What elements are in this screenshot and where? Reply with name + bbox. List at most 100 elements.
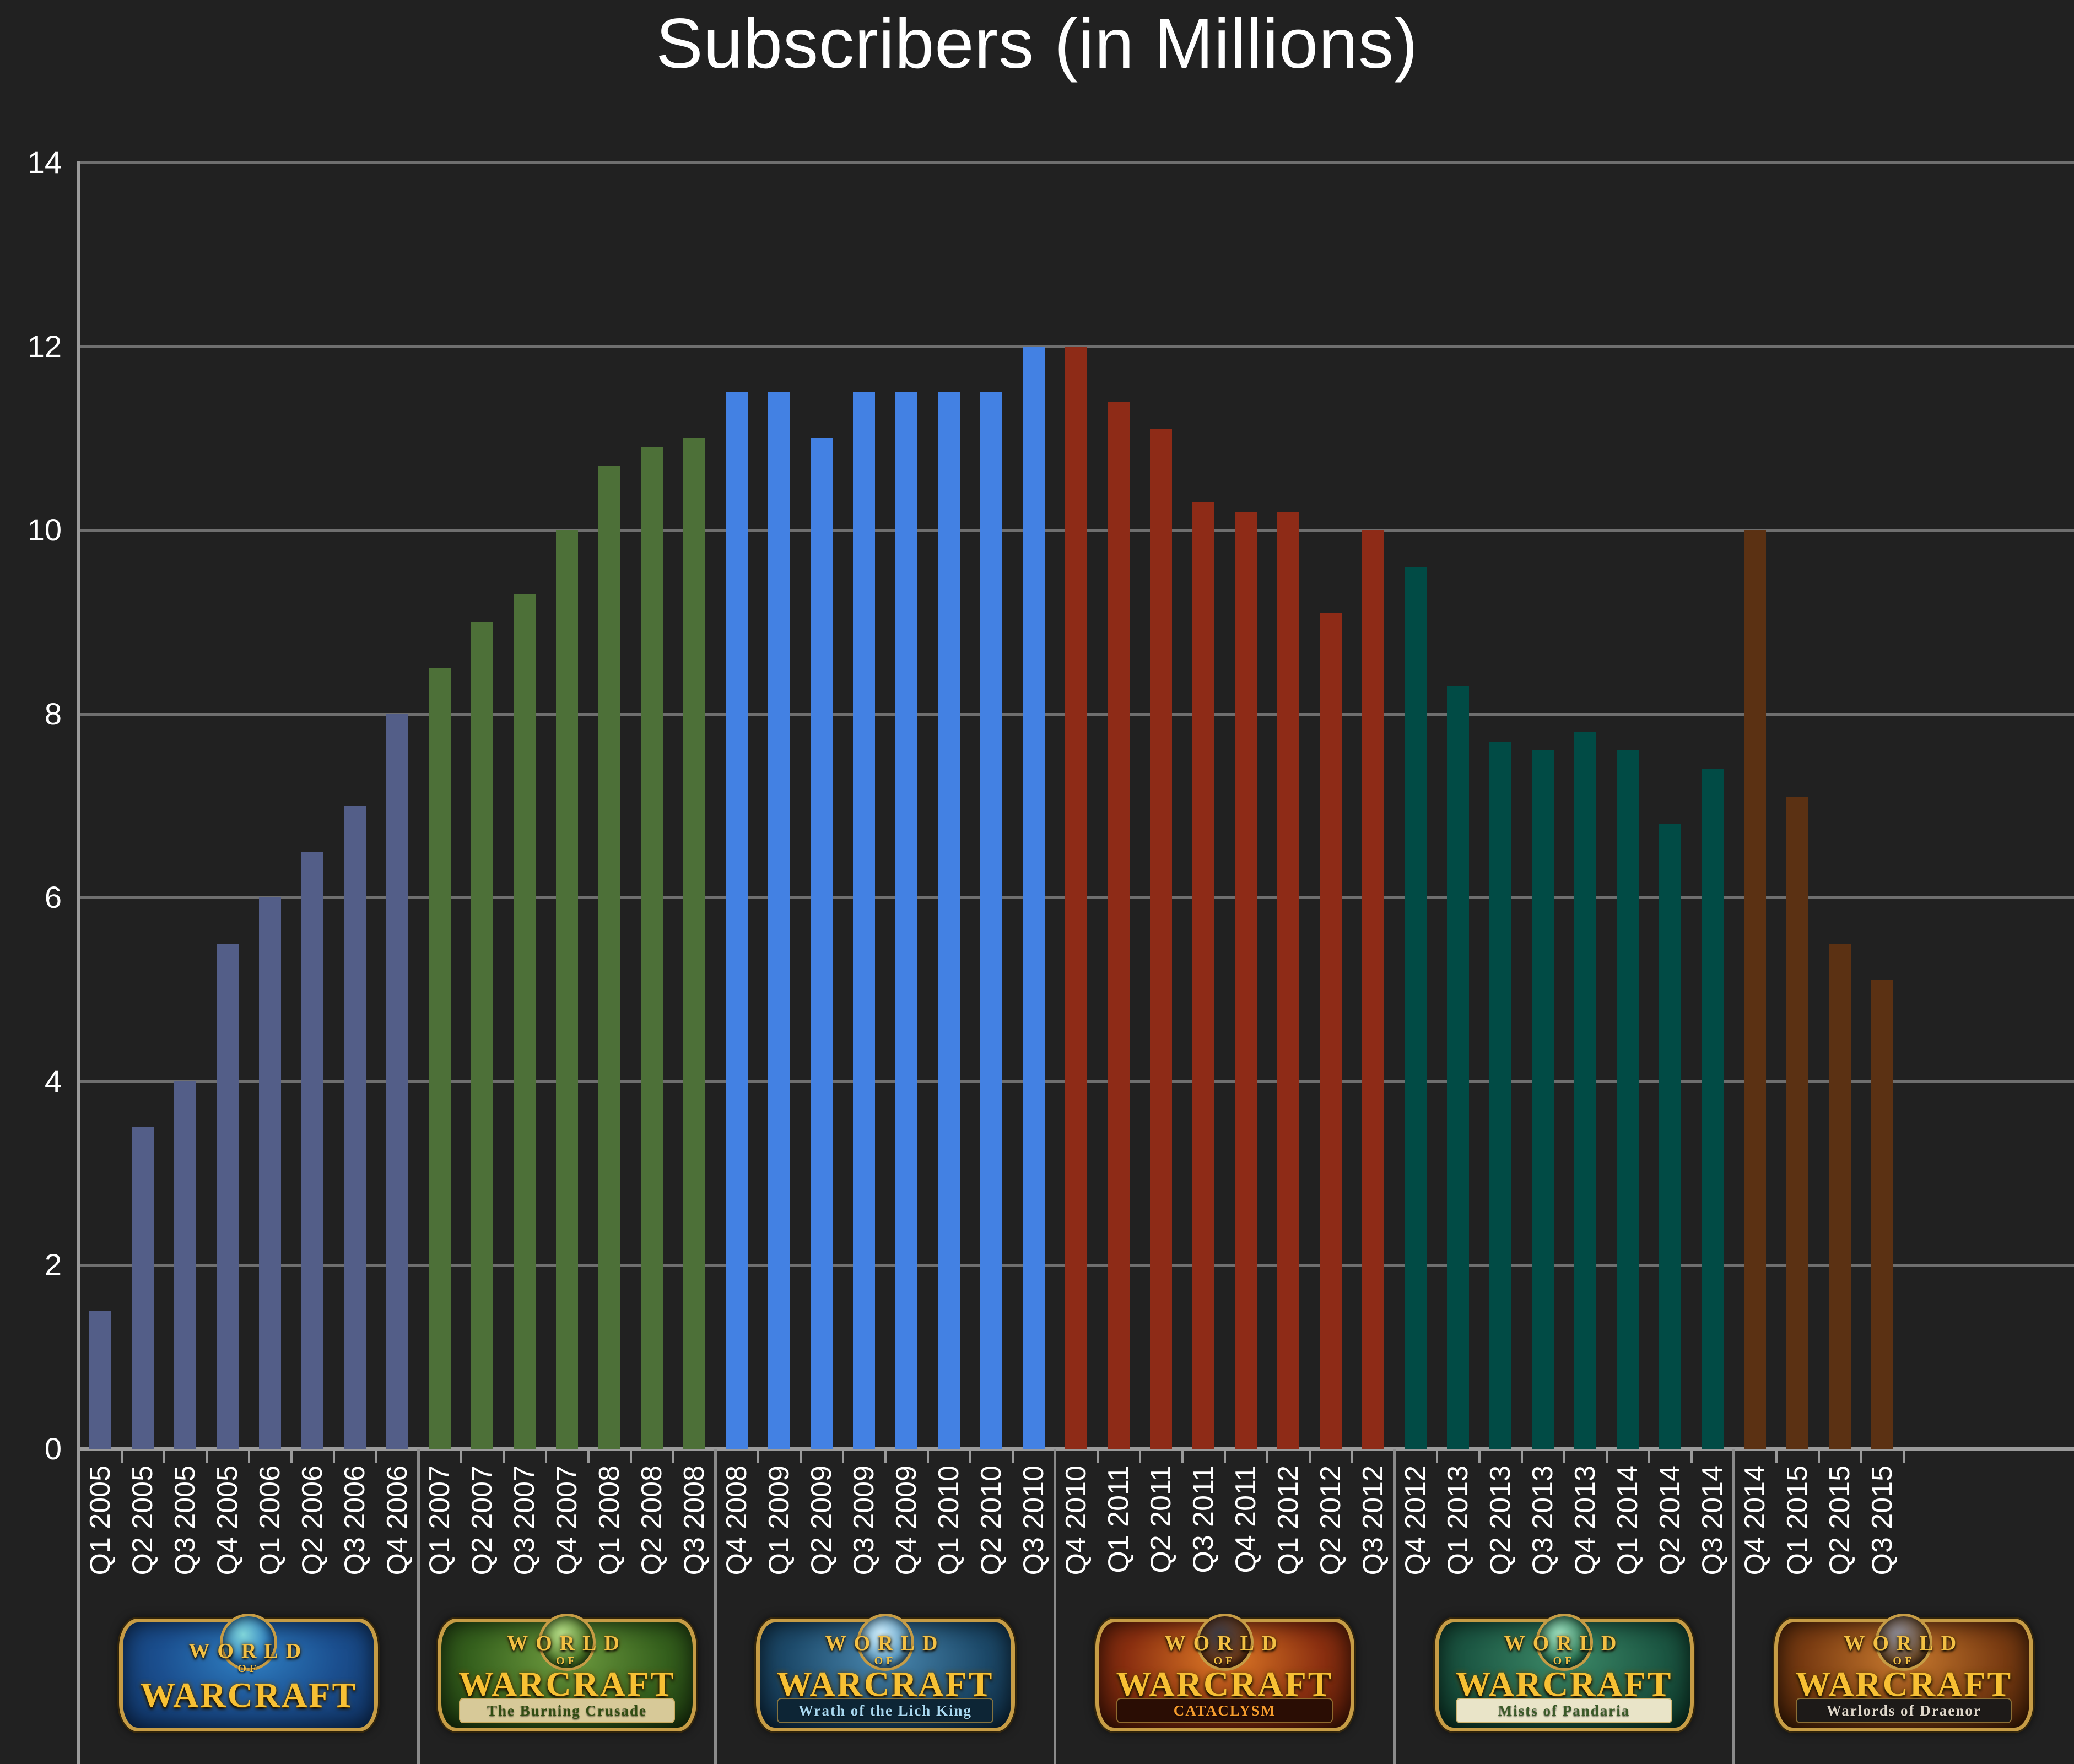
era-divider-5 [1732, 1449, 1735, 1764]
x-axis-label-Q1-2014: Q1 2014 [1612, 1465, 1644, 1576]
x-axis-label-Q2-2008: Q2 2008 [636, 1465, 668, 1576]
bar-Q1-2009 [768, 392, 790, 1449]
logo-of-text: OF [1893, 1655, 1915, 1667]
bar-Q3-2015 [1871, 980, 1893, 1449]
y-axis-label-10: 10 [27, 512, 62, 548]
y-axis-label-0: 0 [44, 1431, 62, 1466]
bar-Q2-2007 [471, 621, 493, 1449]
x-axis-label-Q2-2015: Q2 2015 [1824, 1465, 1856, 1576]
logo-warcraft-text: WARCRAFT [140, 1675, 358, 1714]
x-axis-tick [969, 1451, 971, 1463]
x-axis-label-Q2-2010: Q2 2010 [975, 1465, 1007, 1576]
logo-warcraft-text: WARCRAFT [458, 1664, 676, 1703]
x-axis-tick [1011, 1451, 1014, 1463]
bar-Q3-2010 [1023, 346, 1045, 1449]
x-axis-label-Q1-2007: Q1 2007 [424, 1465, 456, 1576]
x-axis-label-Q4-2011: Q4 2011 [1230, 1465, 1262, 1573]
x-axis-label-Q3-2013: Q3 2013 [1527, 1465, 1559, 1576]
x-axis-tick [1520, 1451, 1523, 1463]
x-axis-tick [1605, 1451, 1608, 1463]
bar-Q2-2005 [132, 1127, 154, 1449]
x-axis-tick [375, 1451, 377, 1463]
bar-Q4-2006 [386, 713, 408, 1449]
logo-world-text: WORLD [825, 1632, 946, 1655]
bar-Q1-2014 [1617, 750, 1639, 1449]
x-axis-tick [587, 1451, 590, 1463]
bar-Q1-2006 [259, 897, 281, 1449]
x-axis-label-Q3-2007: Q3 2007 [509, 1465, 541, 1576]
x-axis-tick [1138, 1451, 1141, 1463]
x-axis-label-Q2-2013: Q2 2013 [1484, 1465, 1516, 1576]
x-axis-line [77, 1447, 2074, 1451]
x-axis-label-Q1-2006: Q1 2006 [254, 1465, 286, 1576]
bar-Q4-2007 [556, 530, 578, 1449]
logo-of-text: OF [556, 1655, 578, 1667]
era-divider-2 [714, 1449, 717, 1764]
x-axis-tick [1817, 1451, 1820, 1463]
x-axis-tick [1266, 1451, 1268, 1463]
y-axis-label-8: 8 [44, 696, 62, 731]
logo-of-text: OF [237, 1663, 260, 1675]
bar-Q2-2010 [980, 392, 1002, 1449]
y-axis-label-12: 12 [27, 328, 62, 364]
logo-world-text: WORLD [188, 1639, 309, 1663]
logo-warcraft-text: WARCRAFT [776, 1664, 994, 1703]
x-axis-label-Q3-2009: Q3 2009 [848, 1465, 880, 1576]
x-axis-label-Q2-2005: Q2 2005 [127, 1465, 159, 1576]
bar-Q1-2013 [1447, 686, 1469, 1449]
logo-orb-burning-crusade [538, 1614, 596, 1671]
x-axis-label-Q1-2008: Q1 2008 [593, 1465, 625, 1576]
x-axis-tick [926, 1451, 929, 1463]
bar-Q1-2005 [89, 1311, 111, 1449]
x-axis-tick [884, 1451, 887, 1463]
logo-subtitle-warlords-of-draenor: Warlords of Draenor [1796, 1698, 2012, 1723]
logo-of-text: OF [1553, 1655, 1575, 1667]
logo-subtitle-wrath-of-the-lich-king: Wrath of the Lich King [777, 1698, 993, 1723]
logo-warcraft-text: WARCRAFT [1795, 1664, 2013, 1703]
logo-orb-classic [220, 1614, 278, 1671]
x-axis-tick [1308, 1451, 1311, 1463]
logo-subtitle-mists-of-pandaria: Mists of Pandaria [1456, 1698, 1672, 1723]
bar-Q4-2014 [1744, 530, 1766, 1449]
x-axis-label-Q3-2010: Q3 2010 [1018, 1465, 1050, 1576]
x-axis-tick [1435, 1451, 1438, 1463]
y-axis-label-4: 4 [44, 1063, 62, 1099]
x-axis-tick [1351, 1451, 1353, 1463]
y-axis-line [77, 161, 80, 1764]
x-axis-tick [1648, 1451, 1650, 1463]
y-axis-label-14: 14 [27, 145, 62, 180]
bar-Q1-2008 [598, 466, 620, 1449]
bar-Q4-2008 [726, 392, 748, 1449]
bar-Q3-2007 [514, 594, 536, 1449]
x-axis-label-Q2-2012: Q2 2012 [1315, 1465, 1347, 1576]
era-divider-3 [1054, 1449, 1056, 1764]
x-axis-tick [799, 1451, 802, 1463]
bar-Q4-2005 [217, 943, 239, 1449]
bar-Q1-2011 [1108, 401, 1130, 1449]
x-axis-label-Q1-2013: Q1 2013 [1442, 1465, 1474, 1576]
logo-world-text: WORLD [1844, 1632, 1964, 1655]
bar-Q1-2015 [1786, 796, 1808, 1449]
bar-Q3-2009 [853, 392, 875, 1449]
x-axis-tick [502, 1451, 505, 1463]
bar-Q4-2010 [1065, 346, 1087, 1449]
logo-subtitle-cataclysm: CATACLYSM [1116, 1698, 1333, 1723]
x-axis-label-Q4-2014: Q4 2014 [1739, 1465, 1771, 1576]
x-axis-tick [460, 1451, 462, 1463]
x-axis-tick [247, 1451, 250, 1463]
x-axis-tick [841, 1451, 844, 1463]
y-axis-label-2: 2 [44, 1247, 62, 1283]
x-axis-label-Q1-2015: Q1 2015 [1781, 1465, 1813, 1576]
x-axis-label-Q1-2009: Q1 2009 [763, 1465, 795, 1576]
x-axis-tick [1690, 1451, 1693, 1463]
bar-Q3-2013 [1532, 750, 1554, 1449]
logo-orb-cataclysm [1196, 1614, 1254, 1671]
logo-orb-warlords-of-draenor [1875, 1614, 1933, 1671]
x-axis-tick [1902, 1451, 1905, 1463]
era-logo-mists-of-pandaria: WORLD OF WARCRAFT Mists of Pandaria [1434, 1614, 1694, 1731]
bar-Q4-2011 [1235, 511, 1257, 1449]
bar-Q4-2012 [1405, 566, 1427, 1449]
x-axis-label-Q3-2005: Q3 2005 [169, 1465, 201, 1576]
logo-subtitle-burning-crusade: The Burning Crusade [458, 1698, 676, 1723]
